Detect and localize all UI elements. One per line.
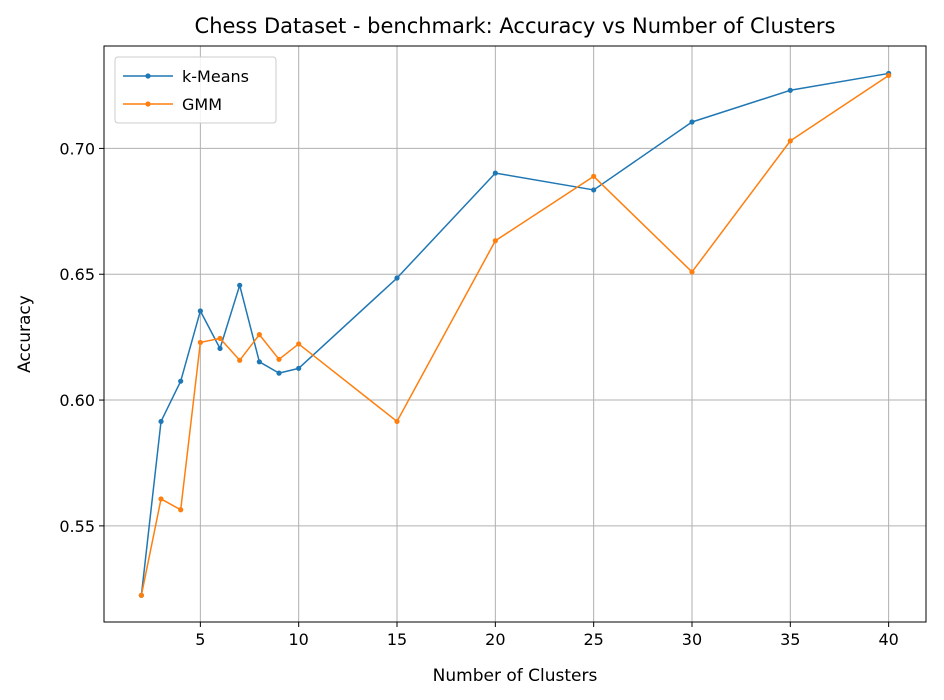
- data-point: [178, 507, 184, 513]
- y-tick-label: 0.60: [59, 391, 95, 410]
- plot-frame: [103, 45, 927, 623]
- legend-label: k-Means: [182, 67, 249, 86]
- series-layer: [138, 70, 892, 598]
- x-tick-label: 40: [878, 630, 898, 649]
- x-tick-label: 15: [387, 630, 407, 649]
- data-point: [256, 359, 262, 365]
- data-point: [394, 275, 400, 281]
- data-point: [197, 339, 203, 346]
- data-point: [158, 496, 164, 502]
- data-point: [492, 170, 498, 176]
- data-point: [217, 335, 223, 342]
- data-point: [237, 282, 243, 288]
- chart-title: Chess Dataset - benchmark: Accuracy vs N…: [195, 14, 836, 38]
- data-point: [296, 341, 302, 347]
- x-tick-label: 5: [195, 630, 205, 649]
- y-tick-label: 0.70: [59, 139, 95, 158]
- data-point: [178, 378, 184, 384]
- legend-marker: [145, 101, 151, 107]
- data-point: [158, 418, 164, 425]
- data-point: [689, 119, 695, 125]
- data-point: [237, 357, 243, 363]
- data-point: [886, 72, 892, 79]
- x-tick-label: 30: [682, 630, 702, 649]
- data-point: [276, 370, 282, 376]
- x-tick-label: 10: [289, 630, 309, 649]
- ticks: 5 10 15 20 25 30 35 40 0.55 0.60 0.65 0.70: [59, 139, 898, 649]
- data-point: [787, 138, 793, 144]
- data-point: [492, 238, 498, 244]
- data-point: [787, 87, 793, 93]
- x-tick-label: 25: [583, 630, 603, 649]
- data-point: [138, 592, 144, 598]
- data-point: [197, 308, 203, 314]
- data-point: [394, 418, 400, 425]
- data-point: [296, 365, 302, 371]
- data-point: [276, 356, 282, 362]
- legend: k-Means GMM: [114, 56, 277, 124]
- x-tick-label: 20: [485, 630, 505, 649]
- y-tick-label: 0.65: [59, 265, 95, 284]
- data-point: [591, 173, 597, 179]
- x-tick-label: 35: [780, 630, 800, 649]
- data-point: [256, 332, 262, 338]
- data-point: [591, 187, 597, 193]
- data-point: [217, 345, 223, 352]
- data-point: [689, 269, 695, 275]
- y-axis-label: Accuracy: [15, 295, 35, 373]
- x-axis-label: Number of Clusters: [433, 666, 598, 686]
- legend-marker: [145, 73, 151, 79]
- legend-label: GMM: [182, 95, 222, 114]
- legend-box: [114, 56, 277, 124]
- y-tick-label: 0.55: [59, 517, 95, 536]
- grid-lines: [104, 46, 926, 622]
